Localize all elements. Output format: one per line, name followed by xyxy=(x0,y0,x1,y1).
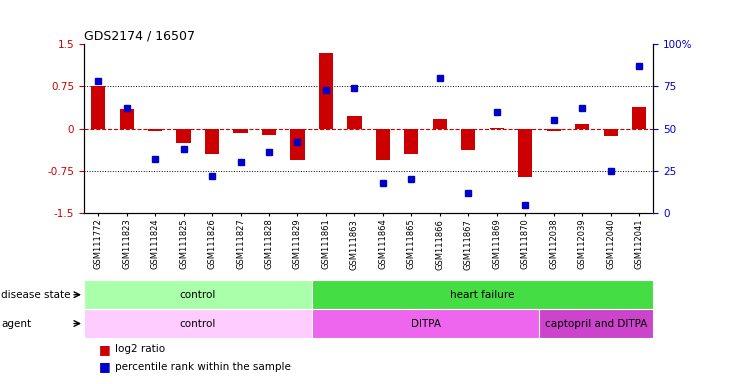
Bar xyxy=(461,129,475,150)
Bar xyxy=(539,309,653,338)
Bar xyxy=(84,280,312,309)
Bar xyxy=(404,129,418,154)
Bar xyxy=(91,86,105,129)
Bar xyxy=(490,127,504,129)
Bar xyxy=(291,129,304,160)
Text: ■: ■ xyxy=(99,343,110,356)
Text: percentile rank within the sample: percentile rank within the sample xyxy=(115,362,291,372)
Bar xyxy=(319,53,333,129)
Text: control: control xyxy=(180,290,216,300)
Bar xyxy=(376,129,390,160)
Text: disease state: disease state xyxy=(1,290,71,300)
Bar xyxy=(312,280,653,309)
Text: DITPA: DITPA xyxy=(410,318,441,329)
Bar xyxy=(234,129,247,133)
Bar xyxy=(547,129,561,131)
Bar xyxy=(433,119,447,129)
Text: log2 ratio: log2 ratio xyxy=(115,344,165,354)
Bar xyxy=(312,309,539,338)
Text: captopril and DITPA: captopril and DITPA xyxy=(545,318,648,329)
Bar xyxy=(347,116,361,129)
Bar xyxy=(518,129,532,177)
Bar xyxy=(177,129,191,143)
Bar xyxy=(120,109,134,129)
Text: heart failure: heart failure xyxy=(450,290,515,300)
Text: GDS2174 / 16507: GDS2174 / 16507 xyxy=(84,30,195,43)
Text: agent: agent xyxy=(1,318,31,329)
Bar xyxy=(148,129,162,131)
Text: control: control xyxy=(180,318,216,329)
Bar xyxy=(205,129,219,154)
Bar xyxy=(604,129,618,136)
Bar xyxy=(632,107,646,129)
Bar xyxy=(84,309,312,338)
Bar xyxy=(262,129,276,136)
Bar xyxy=(575,124,589,129)
Text: ■: ■ xyxy=(99,360,110,373)
